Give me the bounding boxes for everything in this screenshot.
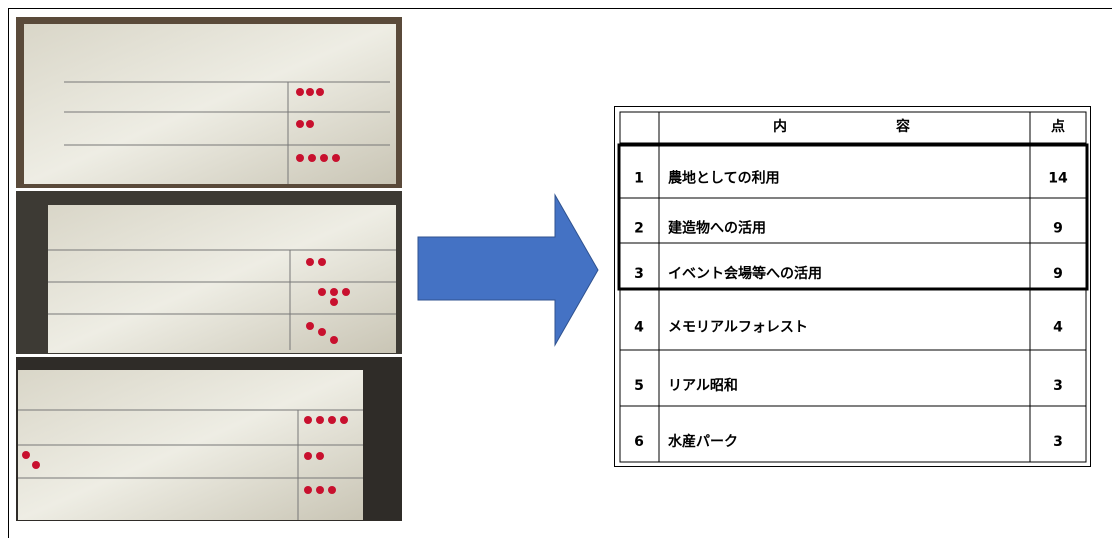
row-number: 3 [634,266,644,282]
row-number: 2 [634,221,644,237]
photo [16,357,402,521]
row-number: 1 [634,171,644,187]
row-label: イベント会場等への活用 [668,265,822,282]
photo [16,17,402,188]
photos [16,17,402,521]
arrow [418,195,598,345]
row-label: 建造物への活用 [668,220,766,237]
header-cell: 点 [1051,118,1065,135]
row-label: 農地としての利用 [668,170,780,187]
row-points: 3 [1053,434,1063,450]
row-points: 3 [1053,378,1063,394]
table: 内 容 点 [615,107,1091,467]
row-label: メモリアルフォレスト [668,320,808,336]
row-number: 5 [634,378,644,394]
row-label: 水産パーク [668,433,738,450]
row-label: リアル昭和 [668,378,738,394]
row-points: 9 [1053,266,1063,282]
row-number: 6 [634,434,644,450]
row-number: 4 [634,320,644,336]
photo [16,191,402,354]
row-points: 4 [1053,320,1063,336]
header-cell: 容 [895,118,910,135]
row-points: 14 [1048,171,1068,187]
row-points: 9 [1053,221,1063,237]
header-cell: 内 [773,118,787,135]
